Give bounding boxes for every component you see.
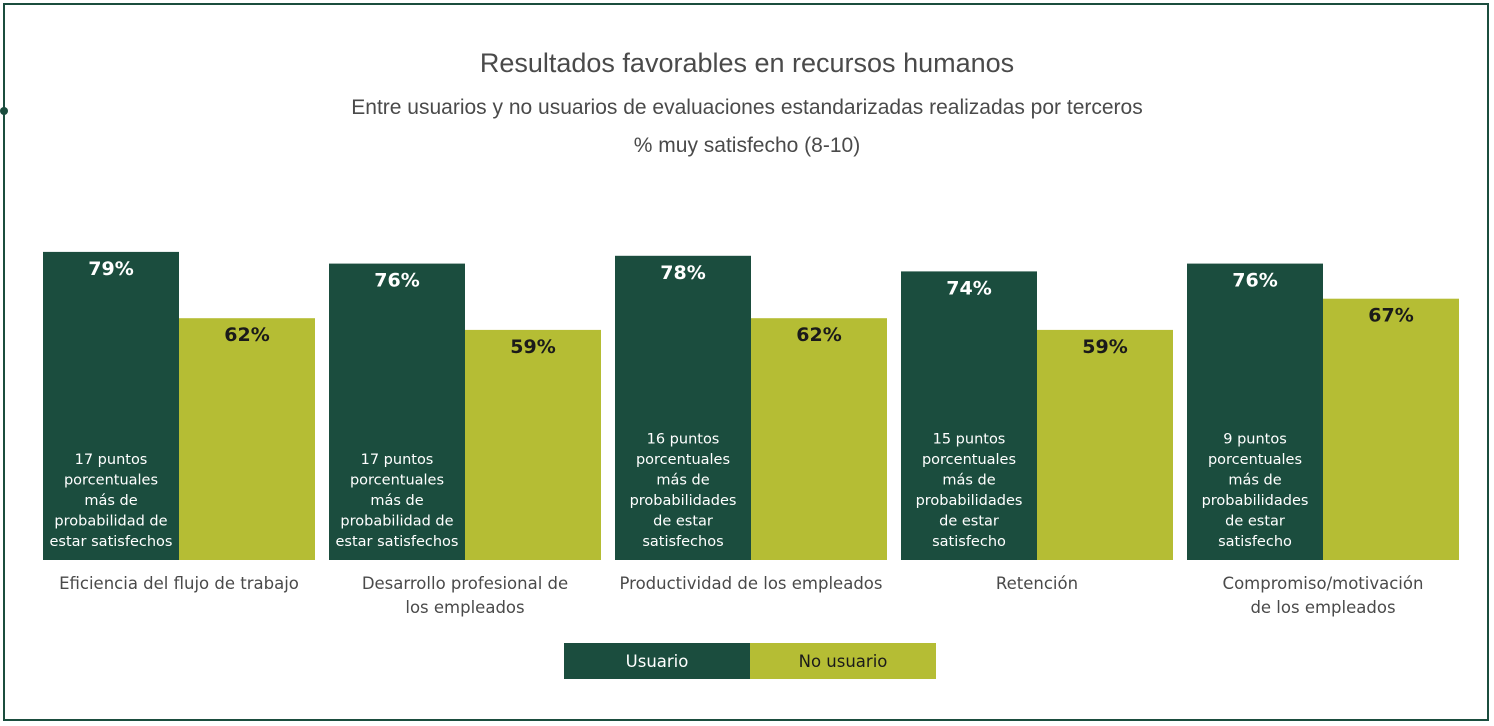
category-label-4-1: de los empleados	[1250, 598, 1395, 617]
frame-handle	[0, 107, 8, 115]
annotation-line-1-0: 17 puntos	[361, 452, 434, 468]
bar-usuario-0	[43, 251, 179, 560]
bar-no-usuario-3	[1037, 329, 1173, 560]
value-label-no-usuario-2: 62%	[796, 324, 841, 346]
annotation-line-4-0: 9 puntos	[1223, 432, 1287, 448]
annotation-line-2-2: más de	[656, 473, 709, 489]
annotation-line-0-3: probabilidad de	[54, 514, 167, 530]
chart-measure-subtitle: % muy satisfecho (8-10)	[633, 134, 861, 157]
chart-subtitle: Entre usuarios y no usuarios de evaluaci…	[351, 96, 1143, 119]
category-label-3: Retención	[996, 574, 1078, 593]
annotation-line-1-2: más de	[370, 493, 423, 509]
value-label-no-usuario-3: 59%	[1082, 336, 1127, 358]
annotation-line-0-2: más de	[84, 493, 137, 509]
bar-no-usuario-2	[751, 318, 887, 560]
annotation-line-4-4: de estar	[1225, 514, 1285, 530]
bar-chart: 79% 62% 17 puntos porcentuales más de probabi…	[43, 251, 1459, 617]
annotation-line-3-4: de estar	[939, 514, 999, 530]
value-label-no-usuario-1: 59%	[510, 336, 555, 358]
annotation-line-1-3: probabilidad de	[340, 514, 453, 530]
annotation-line-2-1: porcentuales	[636, 452, 730, 468]
annotation-line-2-3: probabilidades	[630, 493, 737, 509]
chart-title: Resultados favorables en recursos humano…	[479, 48, 1015, 78]
annotation-line-2-4: de estar	[653, 514, 713, 530]
annotation-line-0-1: porcentuales	[64, 473, 158, 489]
legend-label-usuario: Usuario	[625, 651, 689, 671]
annotation-line-2-5: satisfechos	[642, 534, 723, 550]
annotation-line-4-3: probabilidades	[1202, 493, 1309, 509]
bar-no-usuario-4	[1323, 298, 1459, 560]
legend-label-no-usuario: No usuario	[798, 651, 888, 671]
category-label-0: Eficiencia del flujo de trabajo	[59, 574, 299, 593]
category-label-1: Desarrollo profesional de	[362, 574, 568, 593]
annotation-line-2-0: 16 puntos	[647, 432, 720, 448]
legend: Usuario No usuario	[564, 643, 936, 679]
annotation-line-0-4: estar satisfechos	[50, 534, 173, 550]
annotation-line-0-0: 17 puntos	[75, 452, 148, 468]
bar-usuario-4	[1187, 263, 1323, 560]
legend-item-no-usuario: No usuario	[750, 643, 936, 679]
annotation-line-4-1: porcentuales	[1208, 452, 1302, 468]
value-label-no-usuario-4: 67%	[1368, 305, 1413, 327]
annotation-line-4-5: satisfecho	[1218, 534, 1292, 550]
category-label-4: Compromiso/motivación	[1223, 574, 1424, 593]
bar-usuario-2	[615, 255, 751, 561]
annotation-line-4-2: más de	[1228, 473, 1281, 489]
bar-no-usuario-1	[465, 329, 601, 560]
annotation-line-3-1: porcentuales	[922, 452, 1016, 468]
value-label-usuario-2: 78%	[660, 262, 705, 284]
value-label-usuario-4: 76%	[1232, 270, 1277, 292]
category-label-2: Productividad de los empleados	[620, 574, 883, 593]
annotation-line-1-1: porcentuales	[350, 473, 444, 489]
annotation-line-3-3: probabilidades	[916, 493, 1023, 509]
bar-usuario-1	[329, 263, 465, 560]
category-label-1-1: los empleados	[405, 598, 524, 617]
bar-no-usuario-0	[179, 318, 315, 560]
annotation-line-3-5: satisfecho	[932, 534, 1006, 550]
value-label-usuario-0: 79%	[88, 258, 133, 280]
chart-frame	[3, 3, 1489, 721]
bar-usuario-3	[901, 271, 1037, 560]
value-label-usuario-3: 74%	[946, 277, 991, 299]
annotation-line-3-2: más de	[942, 473, 995, 489]
value-label-usuario-1: 76%	[374, 270, 419, 292]
annotation-line-1-4: estar satisfechos	[336, 534, 459, 550]
annotation-line-3-0: 15 puntos	[933, 432, 1006, 448]
value-label-no-usuario-0: 62%	[224, 324, 269, 346]
legend-item-usuario: Usuario	[564, 643, 750, 679]
